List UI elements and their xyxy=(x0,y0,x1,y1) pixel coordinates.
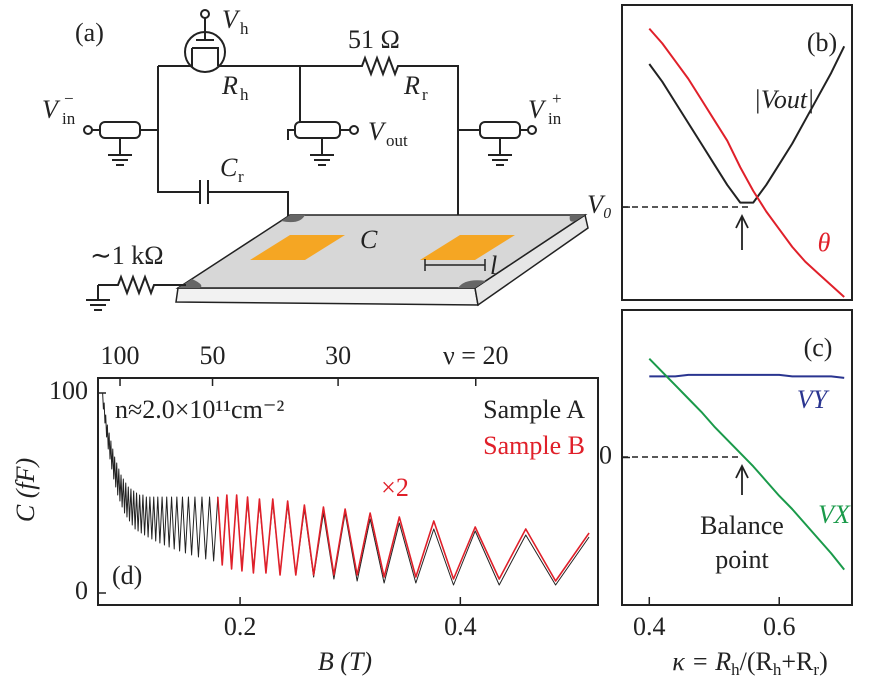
annotation: point xyxy=(715,545,769,574)
plot-frame xyxy=(621,4,853,301)
sample-top xyxy=(175,214,588,289)
wire xyxy=(158,55,459,242)
ground xyxy=(108,138,512,166)
label-sub: r xyxy=(238,167,244,186)
terminal xyxy=(200,9,210,19)
label-part: /(R xyxy=(740,647,774,676)
circuit: (a) V h R h 51 Ω R r V in − V out V in +… xyxy=(42,5,589,311)
series-line xyxy=(648,45,846,204)
label-sub: r xyxy=(422,85,428,104)
sample-front xyxy=(175,287,479,306)
x-tick-label: 0.4 xyxy=(444,612,477,641)
label-sup: − xyxy=(64,89,74,108)
label: C xyxy=(360,225,378,254)
x-tick-label: 0.4 xyxy=(633,612,666,641)
panel-label: (d) xyxy=(112,561,142,590)
label: R xyxy=(221,71,238,100)
coax-in-minus xyxy=(99,121,141,139)
terminal xyxy=(527,125,537,135)
x2-tick-label: 50 xyxy=(200,341,226,370)
panel-label: (c) xyxy=(804,333,833,362)
label-part: +R xyxy=(781,647,814,676)
series-label: VY xyxy=(797,385,830,414)
label: V xyxy=(368,117,387,146)
y-tick-label: 0 xyxy=(599,440,612,469)
panel-label: (a) xyxy=(75,18,104,47)
label: ∼1 kΩ xyxy=(90,241,164,270)
terminal xyxy=(83,125,93,135)
label-sub: h xyxy=(240,85,249,104)
ground-resistor xyxy=(86,274,186,311)
y-tick-label: 0 xyxy=(75,576,88,605)
series-line xyxy=(648,27,845,298)
guide xyxy=(622,206,748,458)
label: C xyxy=(220,153,238,182)
y-axis-label: C (fF) xyxy=(11,458,40,522)
panel-label: (b) xyxy=(807,28,837,57)
label-sub: h xyxy=(240,19,249,38)
label-sub: r xyxy=(813,660,819,679)
series-line xyxy=(649,373,845,379)
label-sub: in xyxy=(548,109,562,128)
series-label: θ xyxy=(818,228,831,257)
label: l xyxy=(490,251,497,280)
wire xyxy=(140,66,480,242)
label-sub: h xyxy=(731,660,740,679)
annotation: Balance xyxy=(700,511,784,540)
x-axis-label: κ = Rh/(Rh+Rr) xyxy=(672,647,828,679)
label: V xyxy=(42,95,61,124)
label: V xyxy=(222,5,241,34)
x2-tick-label: 100 xyxy=(101,341,140,370)
y-tick-label: 100 xyxy=(49,376,88,405)
coax-in-plus xyxy=(479,121,521,139)
plot-frame xyxy=(97,377,599,606)
mosfet-gate xyxy=(186,18,224,67)
label: R xyxy=(403,71,420,100)
label-sup: + xyxy=(552,89,562,108)
x2-tick-label: ν = 20 xyxy=(443,341,508,370)
annotation: n≈2.0×10¹¹cm⁻² xyxy=(115,395,285,424)
arrow xyxy=(735,213,749,495)
label-sub: out xyxy=(386,131,408,150)
pad xyxy=(420,235,515,260)
y-tick-label: V₀ xyxy=(587,190,612,219)
terminal xyxy=(349,125,359,135)
label-sub: h xyxy=(773,660,782,679)
x-tick-label: 0.6 xyxy=(763,612,796,641)
x2-tick-label: 30 xyxy=(325,341,351,370)
legend-entry: Sample B xyxy=(483,431,585,460)
coax xyxy=(83,121,537,166)
label-part: κ = R xyxy=(672,647,731,676)
series-line xyxy=(217,494,590,582)
label: 51 Ω xyxy=(348,25,400,54)
chart-labels: (b) |Vout| θ (c) VY VX Balance point κ =… xyxy=(11,28,851,679)
pad xyxy=(250,235,345,260)
series-label: VX xyxy=(818,500,851,529)
capacitor xyxy=(199,180,209,204)
x-axis-label: B (T) xyxy=(318,647,372,676)
series-label: |Vout| xyxy=(754,85,815,114)
length-arrow xyxy=(424,259,486,271)
coax-out xyxy=(294,121,341,139)
label-part: ) xyxy=(819,647,828,676)
label-sub: in xyxy=(62,109,76,128)
series-line xyxy=(648,357,845,571)
legend-entry: Sample A xyxy=(483,395,585,424)
label: V xyxy=(528,95,547,124)
x-tick-label: 0.2 xyxy=(224,612,257,641)
annotation: ×2 xyxy=(381,473,409,502)
